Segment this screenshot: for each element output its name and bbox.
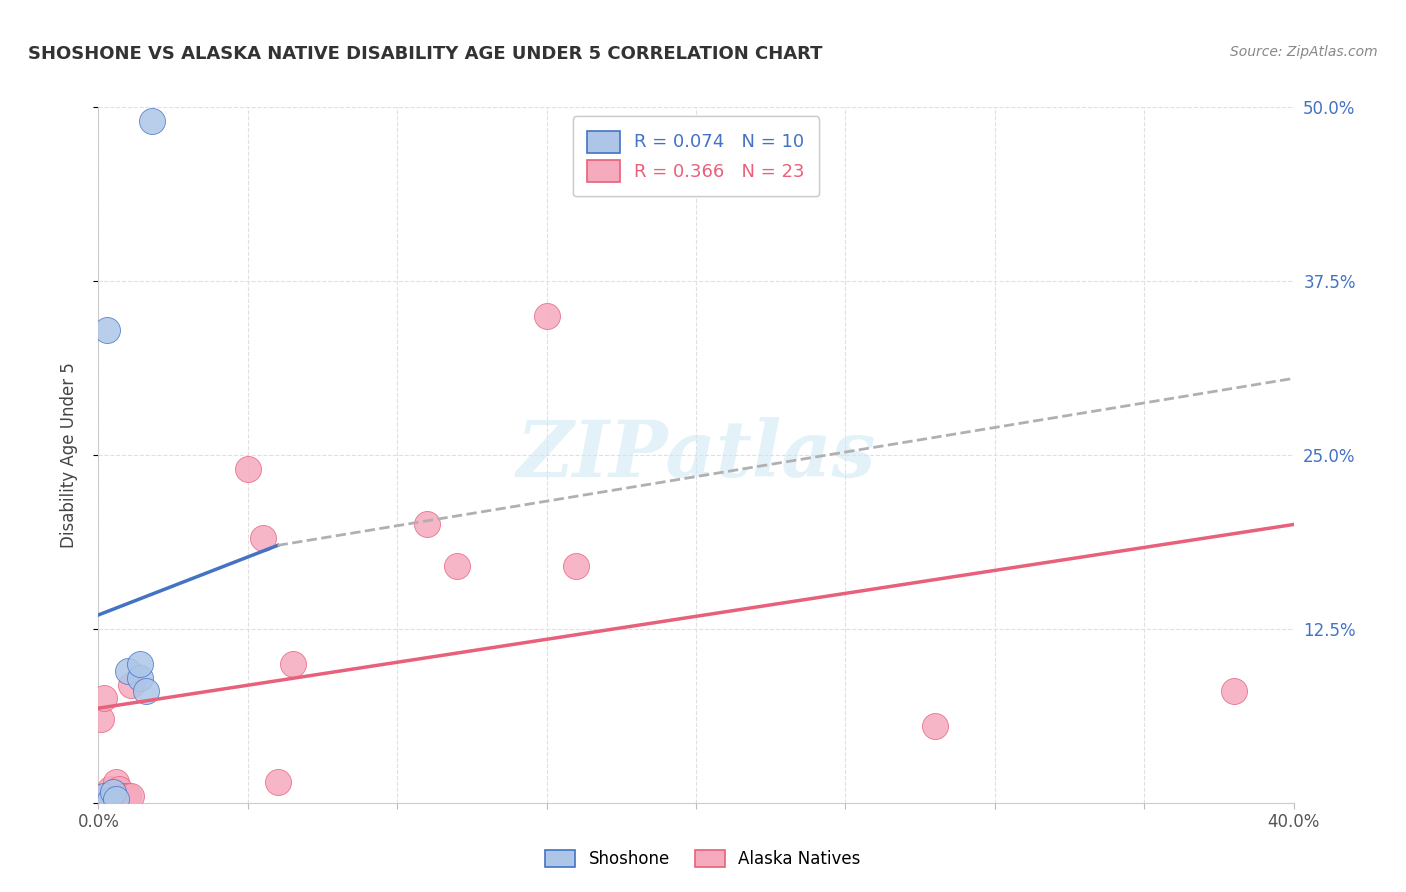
Point <box>120 677 142 691</box>
Point <box>1223 684 1246 698</box>
Point <box>416 517 439 532</box>
Point <box>267 775 290 789</box>
Point <box>98 793 122 807</box>
Point <box>129 671 152 685</box>
Point <box>135 684 157 698</box>
Point <box>120 789 142 803</box>
Y-axis label: Disability Age Under 5: Disability Age Under 5 <box>59 362 77 548</box>
Point <box>96 323 118 337</box>
Point <box>93 789 115 803</box>
Legend: R = 0.074   N = 10, R = 0.366   N = 23: R = 0.074 N = 10, R = 0.366 N = 23 <box>572 116 820 196</box>
Point <box>129 657 152 671</box>
Point <box>93 789 115 803</box>
Point <box>252 532 274 546</box>
Point <box>103 785 125 799</box>
Point <box>281 657 304 671</box>
Point <box>111 789 134 803</box>
Point <box>90 712 112 726</box>
Point <box>117 664 139 678</box>
Point <box>105 791 128 805</box>
Point <box>565 559 588 574</box>
Point <box>536 309 558 323</box>
Point <box>141 114 163 128</box>
Point <box>93 691 115 706</box>
Text: SHOSHONE VS ALASKA NATIVE DISABILITY AGE UNDER 5 CORRELATION CHART: SHOSHONE VS ALASKA NATIVE DISABILITY AGE… <box>28 45 823 62</box>
Point <box>98 781 122 796</box>
Point <box>446 559 468 574</box>
Point <box>103 789 125 803</box>
Text: ZIPatlas: ZIPatlas <box>516 417 876 493</box>
Point <box>96 789 118 803</box>
Point <box>108 781 131 796</box>
Point <box>117 789 139 803</box>
Point <box>924 719 946 733</box>
Legend: Shoshone, Alaska Natives: Shoshone, Alaska Natives <box>538 843 868 875</box>
Text: Source: ZipAtlas.com: Source: ZipAtlas.com <box>1230 45 1378 59</box>
Point <box>236 462 259 476</box>
Point <box>114 789 136 803</box>
Point <box>105 775 128 789</box>
